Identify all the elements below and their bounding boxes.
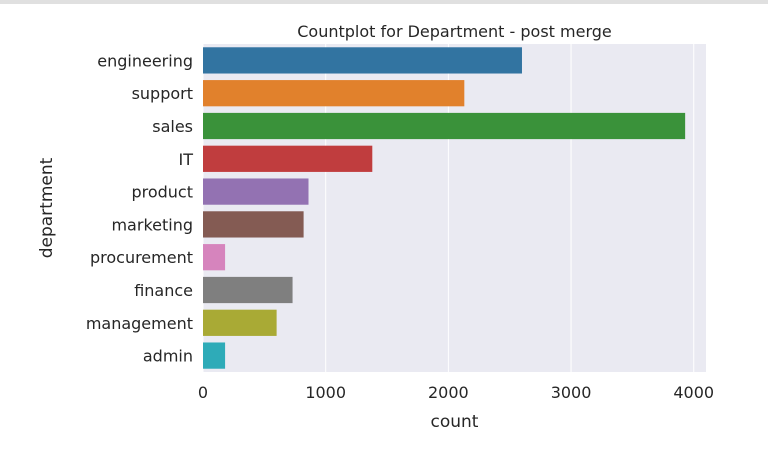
x-tick-label: 0 xyxy=(198,383,208,402)
category-label-finance: finance xyxy=(134,281,193,300)
x-tick-label: 2000 xyxy=(428,383,469,402)
category-label-it: IT xyxy=(179,150,194,169)
x-tick-label: 1000 xyxy=(305,383,346,402)
bar-sales xyxy=(203,112,686,140)
cell-top-border xyxy=(0,0,768,4)
category-label-admin: admin xyxy=(143,347,193,366)
bar-management xyxy=(203,309,277,336)
category-label-support: support xyxy=(132,84,193,103)
bar-procurement xyxy=(203,244,226,271)
category-label-sales: sales xyxy=(152,117,193,136)
bar-support xyxy=(203,80,465,107)
bar-product xyxy=(203,178,309,205)
bars xyxy=(203,47,686,369)
category-label-procurement: procurement xyxy=(90,248,193,267)
y-axis-label: department xyxy=(37,157,57,258)
x-tick-label: 4000 xyxy=(673,383,714,402)
bar-admin xyxy=(203,342,226,369)
category-label-marketing: marketing xyxy=(111,215,193,234)
x-tick-labels: 0 1000 2000 3000 4000 xyxy=(198,383,714,402)
chart-title: Countplot for Department - post merge xyxy=(297,22,611,41)
category-tick-labels: engineering support sales IT product marketin… xyxy=(86,51,193,365)
bar-marketing xyxy=(203,211,304,238)
x-axis-label: count xyxy=(431,412,479,432)
category-label-product: product xyxy=(131,183,193,202)
x-tick-label: 3000 xyxy=(551,383,592,402)
category-label-management: management xyxy=(86,314,193,333)
bar-engineering xyxy=(203,47,522,74)
category-label-engineering: engineering xyxy=(97,51,193,70)
bar-finance xyxy=(203,276,293,304)
bar-it xyxy=(203,145,373,172)
